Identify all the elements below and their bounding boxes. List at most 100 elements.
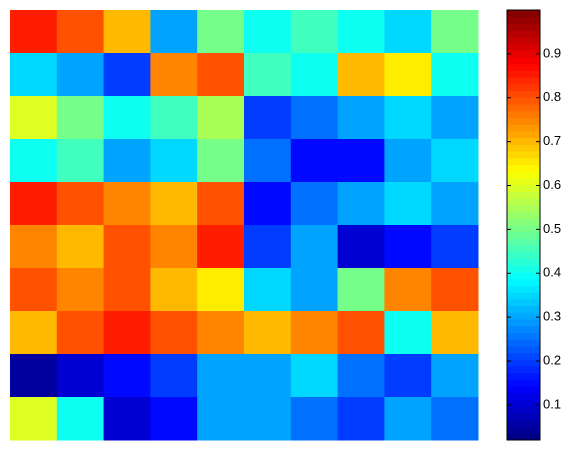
heatmap-cell — [57, 354, 104, 398]
heatmap-cell — [57, 10, 104, 54]
heatmap-cell — [150, 139, 197, 183]
heatmap-cell — [104, 311, 151, 355]
heatmap-cell — [338, 139, 385, 183]
heatmap-cell — [384, 225, 431, 269]
heatmap-cell — [384, 10, 431, 54]
heatmap-cell — [104, 397, 151, 441]
heatmap-cell — [104, 53, 151, 97]
colorbar-swatch — [507, 259, 540, 266]
heatmap-cell — [104, 354, 151, 398]
heatmap-cell — [431, 182, 478, 226]
colorbar-tick-label: 0.3 — [543, 309, 561, 324]
heatmap-cell — [150, 354, 197, 398]
colorbar-swatch — [507, 353, 540, 360]
colorbar-swatch — [507, 265, 540, 272]
heatmap-cell — [338, 225, 385, 269]
heatmap-cell — [291, 139, 338, 183]
colorbar-tick-label: 0.4 — [543, 265, 561, 280]
heatmap-cell — [197, 53, 244, 97]
heatmap-cell — [104, 10, 151, 54]
heatmap-cell — [197, 139, 244, 183]
colorbar-swatch — [507, 400, 540, 407]
colorbar-swatch — [507, 37, 540, 44]
colorbar-swatch — [507, 225, 540, 232]
heatmap-cell — [431, 10, 478, 54]
heatmap-cell — [431, 53, 478, 97]
heatmap-cell — [10, 397, 57, 441]
heatmap-cell — [384, 311, 431, 355]
colorbar-swatch — [507, 386, 540, 393]
colorbar-swatch — [507, 104, 540, 111]
heatmap-cell — [384, 268, 431, 312]
colorbar-swatch — [507, 151, 540, 158]
heatmap-cell — [431, 96, 478, 140]
colorbar-swatch — [507, 144, 540, 151]
colorbar-swatch — [507, 30, 540, 37]
heatmap-cell — [197, 311, 244, 355]
colorbar-tick-label: 0.6 — [543, 177, 561, 192]
heatmap-cell — [104, 182, 151, 226]
colorbar-tick-label: 0.2 — [543, 352, 561, 367]
colorbar-swatch — [507, 178, 540, 185]
colorbar-swatch — [507, 138, 540, 145]
heatmap-cell — [104, 225, 151, 269]
heatmap-cell — [338, 96, 385, 140]
heatmap-cell — [150, 225, 197, 269]
colorbar-swatch — [507, 185, 540, 192]
colorbar-swatch — [507, 124, 540, 131]
heatmap-cell — [244, 96, 291, 140]
colorbar-swatch — [507, 23, 540, 30]
heatmap-cell — [57, 225, 104, 269]
heatmap-cell — [10, 268, 57, 312]
colorbar-swatch — [507, 319, 540, 326]
heatmap-cell — [10, 53, 57, 97]
heatmap-cell — [291, 10, 338, 54]
heatmap-cell — [291, 182, 338, 226]
heatmap-cell — [338, 53, 385, 97]
heatmap-cell — [104, 268, 151, 312]
heatmap-cell — [150, 311, 197, 355]
colorbar-swatch — [507, 91, 540, 98]
colorbar-swatch — [507, 366, 540, 373]
heatmap-cell — [57, 96, 104, 140]
colorbar-swatch — [507, 420, 540, 427]
colorbar-swatch — [507, 285, 540, 292]
colorbar-swatch — [507, 131, 540, 138]
colorbar-swatch — [507, 50, 540, 57]
heatmap-cell — [57, 53, 104, 97]
colorbar-swatch — [507, 272, 540, 279]
heatmap-cell — [150, 397, 197, 441]
heatmap-cell — [10, 96, 57, 140]
heatmap-cell — [197, 225, 244, 269]
heatmap-cell — [104, 96, 151, 140]
heatmap-cell — [431, 397, 478, 441]
heatmap-cell — [197, 10, 244, 54]
colorbar-swatch — [507, 393, 540, 400]
colorbar-swatch — [507, 406, 540, 413]
heatmap-cell — [197, 397, 244, 441]
colorbar-swatch — [507, 77, 540, 84]
heatmap-cell — [338, 397, 385, 441]
colorbar-swatch — [507, 97, 540, 104]
colorbar-swatch — [507, 191, 540, 198]
colorbar-tick-label: 0.5 — [543, 221, 561, 236]
colorbar-swatch — [507, 306, 540, 313]
colorbar-tick-label: 0.1 — [543, 396, 561, 411]
colorbar-swatch — [507, 232, 540, 239]
colorbar-swatch — [507, 84, 540, 91]
colorbar-swatch — [507, 326, 540, 333]
heatmap-cell — [197, 268, 244, 312]
heatmap-cell — [384, 397, 431, 441]
colorbar-swatch — [507, 333, 540, 340]
heatmap-cell — [57, 268, 104, 312]
heatmap-cell — [57, 397, 104, 441]
colorbar-swatch — [507, 339, 540, 346]
heatmap-cell — [104, 139, 151, 183]
heatmap-cell — [244, 225, 291, 269]
heatmap-cell — [10, 182, 57, 226]
colorbar-swatch — [507, 212, 540, 219]
colorbar-swatch — [507, 346, 540, 353]
colorbar-swatch — [507, 171, 540, 178]
heatmap-cell — [384, 182, 431, 226]
heatmap-cell — [10, 311, 57, 355]
